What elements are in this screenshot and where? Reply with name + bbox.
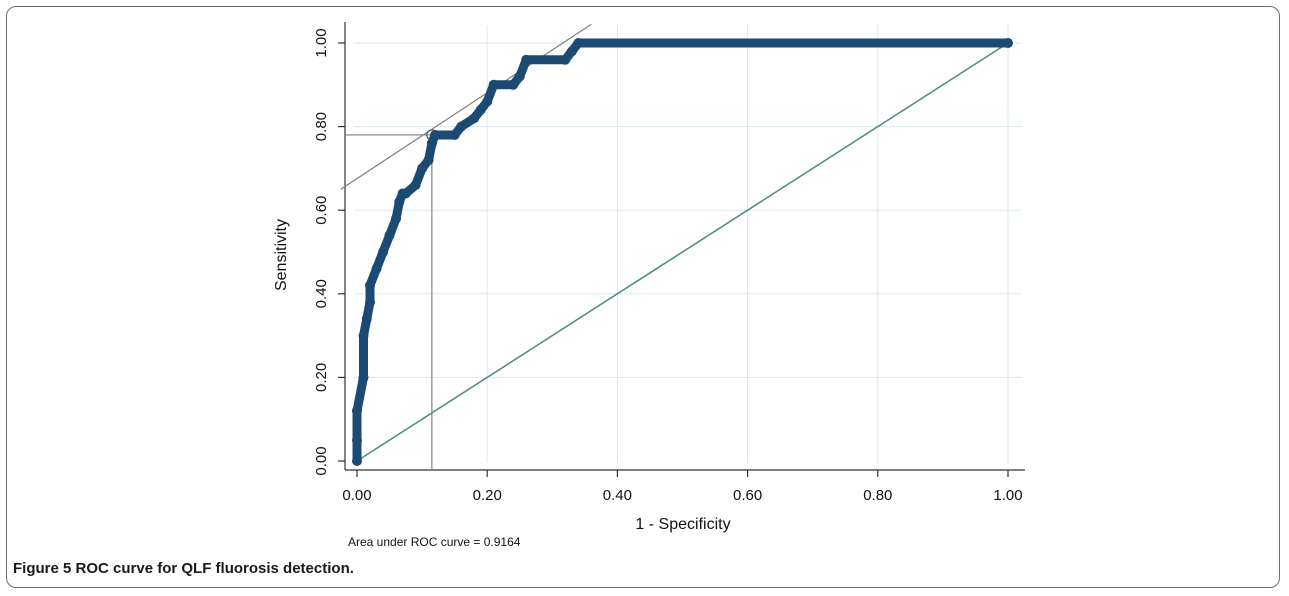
roc-point	[384, 230, 395, 241]
roc-point	[378, 247, 389, 257]
caption-text: ROC curve for QLF fluorosis detection.	[75, 560, 354, 577]
caption-label: Figure 5	[13, 560, 72, 577]
x-axis-label: 1 - Specificity	[635, 516, 730, 533]
roc-point	[573, 38, 584, 48]
x-tick-label: 0.00	[342, 487, 371, 504]
roc-point	[426, 138, 437, 149]
roc-point	[1003, 38, 1013, 48]
roc-point	[352, 435, 362, 446]
roc-point	[358, 330, 369, 341]
tangent-line	[340, 23, 592, 190]
x-tick-label: 0.20	[473, 487, 502, 504]
y-tick-label: 0.60	[313, 196, 330, 225]
auc-note: Area under ROC curve = 0.9164	[348, 535, 521, 549]
roc-point	[449, 129, 460, 140]
roc-point	[361, 313, 372, 324]
roc-point	[371, 263, 382, 274]
y-tick-label: 0.20	[313, 363, 330, 392]
roc-point	[514, 71, 525, 82]
x-tick-label: 1.00	[993, 487, 1022, 504]
roc-point	[417, 163, 428, 174]
roc-point	[521, 54, 532, 65]
roc-point	[482, 96, 493, 107]
x-tick-label: 0.40	[603, 487, 632, 504]
grid-lines	[354, 25, 1022, 463]
x-tick-label: 0.60	[733, 487, 762, 504]
roc-point	[469, 113, 480, 124]
series-layer	[352, 38, 1013, 466]
roc-point	[410, 180, 421, 191]
roc-point	[400, 188, 411, 199]
roc-point	[456, 121, 467, 132]
roc-point	[423, 155, 434, 166]
figure-frame	[6, 6, 1280, 588]
y-tick-label: 0.80	[313, 112, 330, 141]
reference-line	[356, 42, 1009, 462]
roc-point	[488, 79, 499, 90]
x-tick-label: 0.80	[863, 487, 892, 504]
x-axis-ticks: 0.00 0.20 0.40 0.60 0.80 1.00	[342, 470, 1023, 504]
roc-point	[352, 405, 362, 416]
roc-point	[394, 196, 405, 207]
y-axis-label: Sensitivity	[273, 219, 290, 291]
y-tick-label: 1.00	[313, 28, 330, 57]
y-tick-label: 0.40	[313, 279, 330, 308]
roc-point	[475, 104, 486, 115]
roc-point	[365, 297, 376, 308]
cutoff-guides	[340, 23, 592, 470]
roc-chart: 0.00 0.20 0.40 0.60 0.80 1.00 0.00 0.20 0.40 0.6…	[273, 22, 1025, 549]
roc-point	[391, 213, 402, 224]
roc-point	[566, 46, 577, 57]
roc-point	[430, 129, 441, 140]
axes	[344, 22, 1025, 471]
y-tick-label: 0.00	[313, 446, 330, 475]
roc-point	[358, 372, 369, 383]
roc-point	[352, 456, 362, 466]
roc-point	[508, 79, 519, 90]
y-axis-ticks: 0.00 0.20 0.40 0.60 0.80 1.00	[313, 28, 345, 476]
figure-caption: Figure 5 ROC curve for QLF fluorosis det…	[13, 560, 354, 577]
roc-point	[365, 280, 376, 291]
roc-point	[560, 54, 571, 65]
